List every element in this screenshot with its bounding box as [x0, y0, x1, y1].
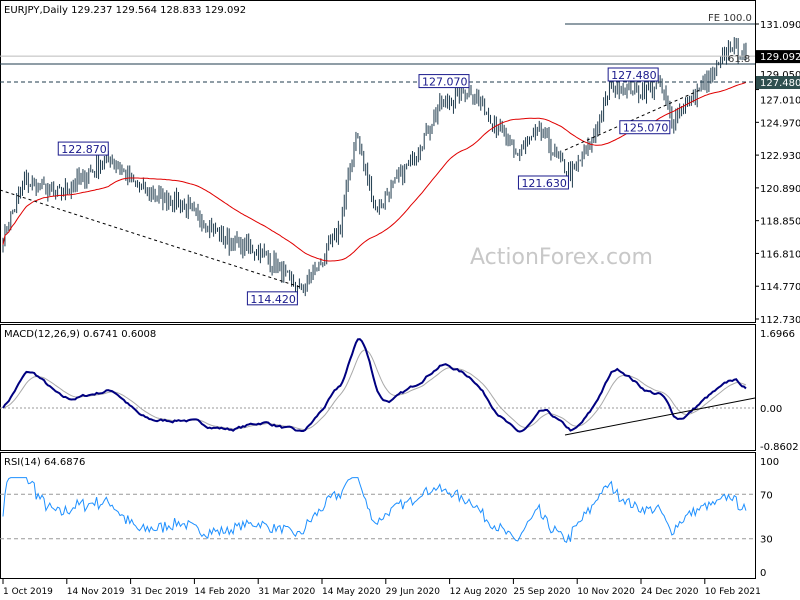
macd-tick-label: 0.00	[760, 404, 782, 415]
date-tick-label: 29 Jun 2020	[386, 587, 440, 597]
annotation-label: 114.420	[250, 293, 296, 306]
macd-tick-label: -0.8602	[760, 442, 799, 453]
fib-label: 61.8	[728, 54, 750, 65]
macd-signal-line	[2, 349, 747, 431]
price-tick-label: 118.850	[760, 217, 800, 228]
macd-line	[2, 338, 747, 433]
level-badge	[756, 76, 800, 90]
date-tick-label: 1 Oct 2019	[3, 587, 53, 597]
fe-label: FE 100.0	[708, 13, 752, 24]
date-tick-label: 31 Dec 2019	[131, 587, 189, 597]
price-tick-label: 112.730	[760, 315, 800, 326]
date-tick-label: 14 Feb 2020	[194, 587, 250, 597]
level-badge-label: 127.480	[760, 78, 800, 89]
annotation-label: 121.630	[521, 177, 567, 190]
current-price-label: 129.092	[760, 52, 800, 63]
date-tick-label: 24 Dec 2020	[641, 587, 699, 597]
annotation-box	[57, 141, 109, 156]
annotation-box	[619, 120, 671, 135]
annotation-label: 127.480	[611, 69, 657, 82]
rsi-line	[2, 477, 747, 544]
annotation-label: 125.070	[623, 122, 669, 135]
current-price-badge	[756, 50, 800, 64]
rising-trendline	[564, 89, 701, 151]
annotation-label: 127.070	[422, 76, 468, 89]
date-tick-label: 25 Sep 2020	[513, 587, 570, 597]
macd-panel	[0, 324, 756, 451]
price-tick-label: 120.890	[760, 184, 800, 195]
watermark: ActionForex.com	[470, 245, 653, 270]
macd-label: MACD(12,26,9) 0.6741 0.6008	[4, 329, 156, 340]
date-tick-label: 31 Mar 2020	[258, 587, 315, 597]
annotation-box	[607, 67, 659, 82]
date-tick-label: 14 Nov 2019	[67, 587, 125, 597]
annotation-box	[246, 291, 298, 306]
annotation-label: 122.870	[61, 143, 107, 156]
price-tick-label: 124.970	[760, 118, 800, 129]
rsi-panel	[0, 452, 756, 579]
chart-title: EURJPY,Daily 129.237 129.564 128.833 129…	[4, 5, 246, 16]
main-panel	[0, 0, 756, 323]
price-tick-label: 114.770	[760, 282, 800, 293]
rsi-tick-label: 30	[760, 535, 773, 546]
rsi-tick-label: 70	[760, 490, 773, 501]
rsi-tick-label: 100	[760, 457, 779, 468]
macd-trendline	[564, 397, 756, 436]
price-tick-label: 122.930	[760, 151, 800, 162]
falling-trendline	[0, 189, 301, 288]
date-tick-label: 10 Nov 2020	[577, 587, 635, 597]
date-tick-label: 12 Aug 2020	[450, 587, 508, 597]
macd-tick-label: 1.6966	[760, 329, 795, 340]
date-tick-label: 10 Feb 2021	[705, 587, 761, 597]
annotation-box	[517, 175, 569, 190]
price-tick-label: 129.050	[760, 70, 800, 81]
price-tick-label: 127.010	[760, 96, 800, 107]
price-tick-label: 131.090	[760, 20, 800, 31]
price-tick-label: 116.810	[760, 249, 800, 260]
date-tick-label: 14 May 2020	[322, 587, 381, 597]
annotation-box	[418, 74, 470, 89]
sma-55-line	[2, 81, 747, 262]
rsi-label: RSI(14) 64.6876	[4, 457, 85, 468]
rsi-tick-label: 0	[760, 568, 766, 579]
